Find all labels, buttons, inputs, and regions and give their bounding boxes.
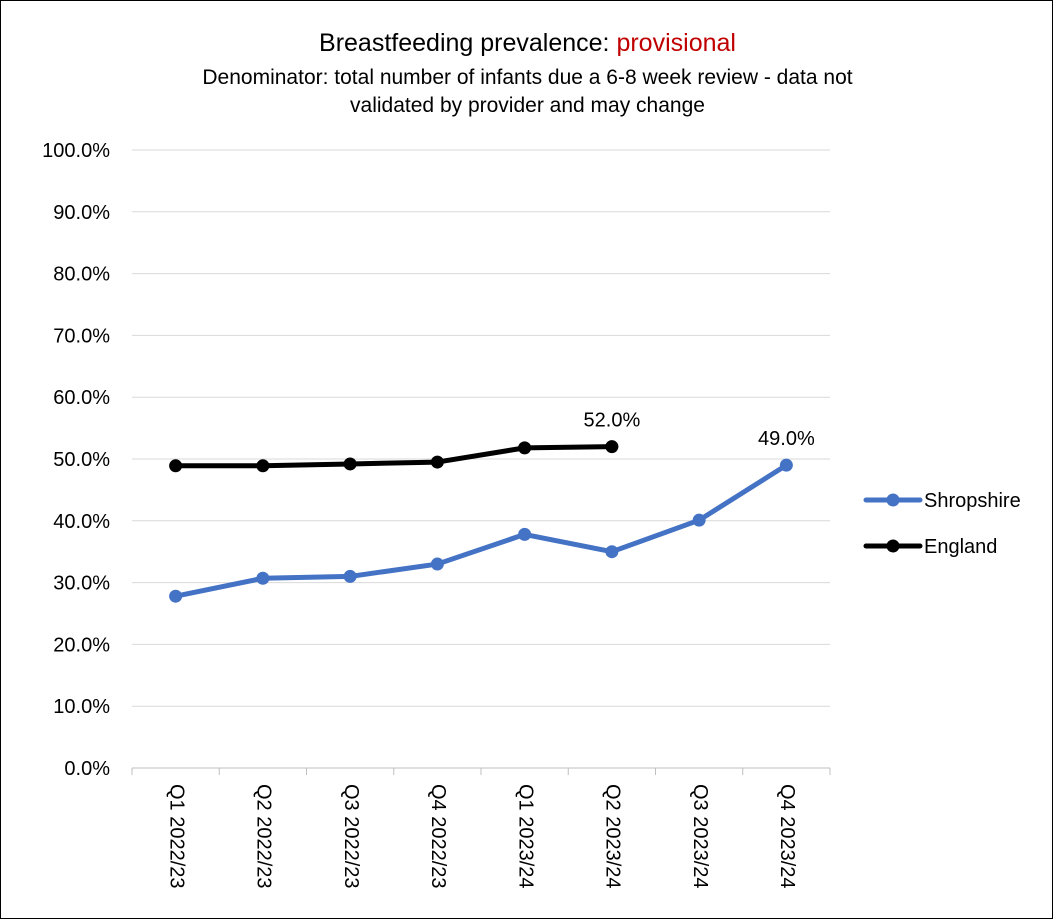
x-tick-label: Q1 2022/23: [165, 784, 187, 889]
data-point-shropshire: [169, 589, 183, 603]
y-tick-label: 90.0%: [53, 202, 110, 224]
data-point-england: [256, 459, 270, 473]
data-point-shropshire: [692, 513, 706, 527]
legend-label-england: England: [924, 536, 997, 558]
data-point-shropshire: [605, 545, 619, 559]
chart-title-main: Breastfeeding prevalence:: [319, 29, 617, 57]
series-line-england: [173, 444, 615, 469]
x-tick-label: Q2 2023/24: [602, 784, 624, 889]
data-point-shropshire: [779, 458, 793, 472]
y-tick-label: 80.0%: [53, 264, 110, 286]
data-point-england: [518, 441, 532, 455]
legend-label-shropshire: Shropshire: [924, 490, 1021, 512]
series-line-shropshire: [173, 462, 789, 599]
y-tick-label: 60.0%: [53, 387, 110, 409]
y-tick-label: 50.0%: [53, 449, 110, 471]
chart-title: Breastfeeding prevalence: provisional: [0, 28, 1055, 58]
x-tick-label: Q3 2022/23: [340, 784, 362, 889]
y-tick-label: 70.0%: [53, 325, 110, 347]
y-tick-label: 30.0%: [53, 573, 110, 595]
x-tick-label: Q1 2023/24: [514, 784, 536, 889]
x-tick-label: Q3 2023/24: [689, 784, 711, 889]
x-tick-label: Q4 2023/24: [776, 784, 798, 889]
y-tick-label: 40.0%: [53, 511, 110, 533]
x-tick-label: Q4 2022/23: [427, 784, 449, 889]
y-tick-label: 10.0%: [53, 696, 110, 718]
chart-title-highlight: provisional: [616, 29, 736, 57]
data-label: 52.0%: [584, 410, 641, 432]
legend-marker-england: [886, 539, 900, 553]
data-point-england: [169, 459, 183, 473]
data-point-england: [430, 455, 444, 469]
y-tick-label: 100.0%: [42, 140, 110, 162]
legend-marker-shropshire: [886, 493, 900, 507]
data-point-england: [343, 457, 357, 471]
data-label: 49.0%: [758, 428, 815, 450]
data-point-shropshire: [430, 557, 444, 571]
data-point-shropshire: [343, 569, 357, 583]
chart-subtitle-line2: validated by provider and may change: [350, 94, 705, 117]
chart-subtitle: Denominator: total number of infants due…: [0, 64, 1055, 120]
y-tick-label: 20.0%: [53, 634, 110, 656]
y-tick-label: 0.0%: [64, 758, 110, 780]
chart-subtitle-line1: Denominator: total number of infants due…: [202, 66, 853, 89]
data-point-england: [605, 440, 619, 454]
x-tick-label: Q2 2022/23: [253, 784, 275, 889]
data-point-shropshire: [256, 571, 270, 585]
data-point-shropshire: [518, 527, 532, 541]
